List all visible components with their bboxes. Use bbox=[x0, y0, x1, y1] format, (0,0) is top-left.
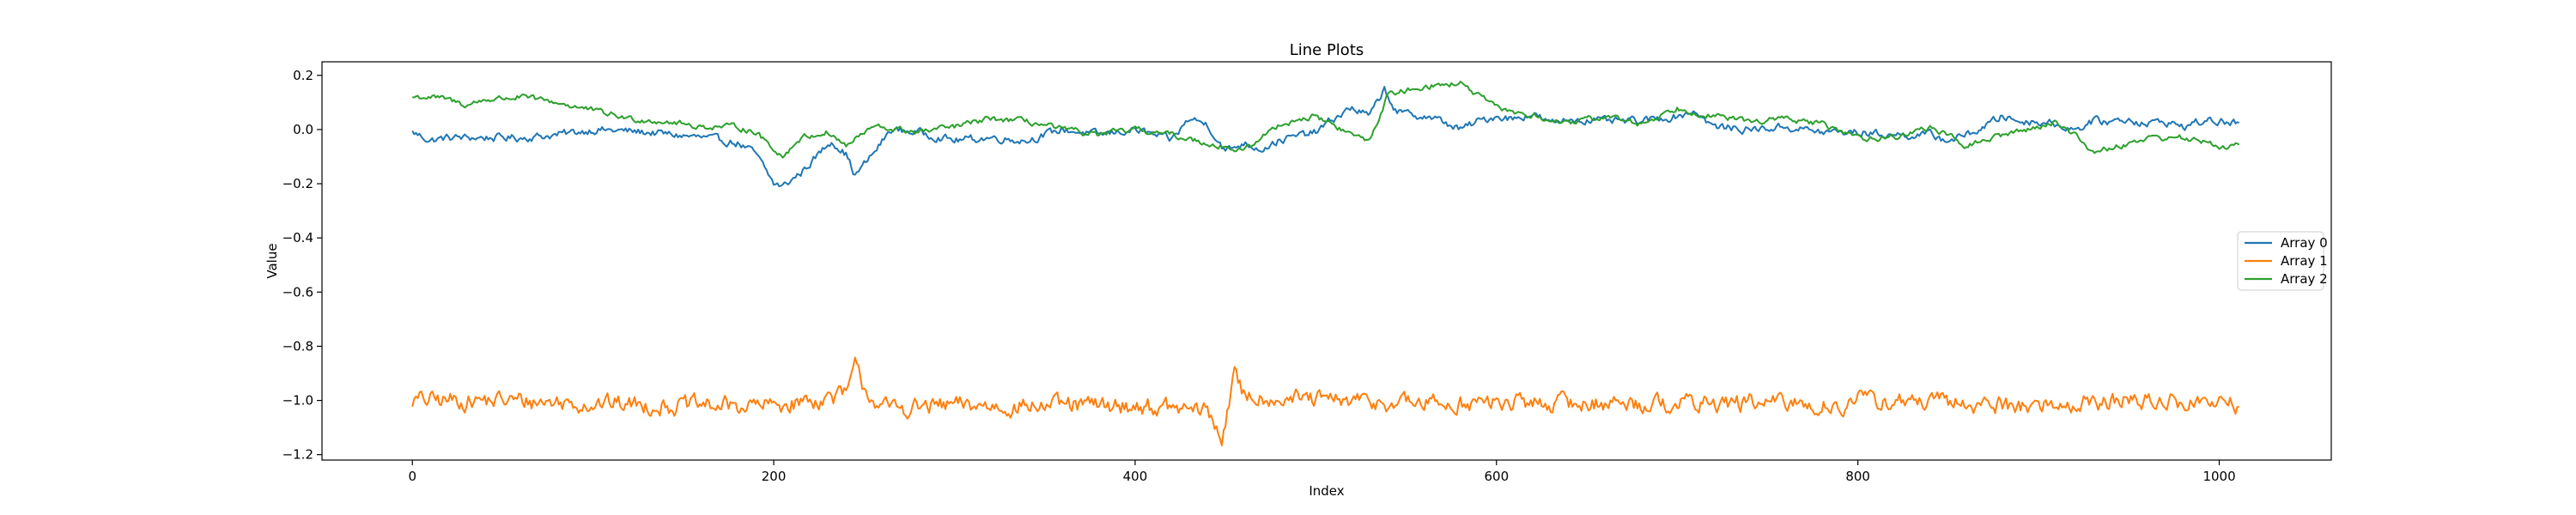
legend: Array 0 Array 1 Array 2 bbox=[2237, 231, 2328, 291]
legend-label-array1: Array 1 bbox=[2281, 253, 2328, 269]
x-axis-label: Index bbox=[1309, 483, 1344, 499]
plot-frame bbox=[321, 61, 2332, 461]
chart-title: Line Plots bbox=[1290, 41, 1364, 59]
x-tick-label: 0 bbox=[408, 469, 416, 484]
y-axis-label: Value bbox=[264, 243, 280, 278]
y-tick-label: −0.8 bbox=[283, 338, 313, 354]
x-tick-label: 800 bbox=[1845, 469, 1870, 484]
series-layer bbox=[411, 81, 2240, 446]
series-line-array-2 bbox=[412, 81, 2240, 159]
y-tick-label: −0.6 bbox=[283, 284, 313, 300]
y-tick-label: −1.2 bbox=[283, 447, 313, 463]
y-tick-label: −0.4 bbox=[283, 230, 313, 245]
legend-label-array0: Array 0 bbox=[2281, 235, 2328, 251]
legend-box bbox=[2237, 231, 2324, 291]
x-axis: 0 200 400 600 800 1000 bbox=[408, 460, 2236, 484]
legend-label-array2: Array 2 bbox=[2281, 271, 2328, 287]
x-tick-label: 600 bbox=[1484, 469, 1509, 484]
series-line-array-0 bbox=[411, 86, 2239, 188]
y-tick-label: 0.2 bbox=[293, 68, 313, 83]
y-tick-label: −0.2 bbox=[283, 176, 313, 191]
y-tick-label: −1.0 bbox=[283, 393, 313, 409]
x-tick-label: 400 bbox=[1123, 469, 1148, 484]
y-axis: 0.2 0.0 −0.2 −0.4 −0.6 −0.8 −1.0 −1.2 bbox=[283, 68, 322, 463]
series-line-array-1 bbox=[411, 356, 2239, 446]
y-tick-label: 0.0 bbox=[293, 122, 313, 137]
x-tick-label: 200 bbox=[762, 469, 787, 484]
x-tick-label: 1000 bbox=[2202, 469, 2235, 484]
